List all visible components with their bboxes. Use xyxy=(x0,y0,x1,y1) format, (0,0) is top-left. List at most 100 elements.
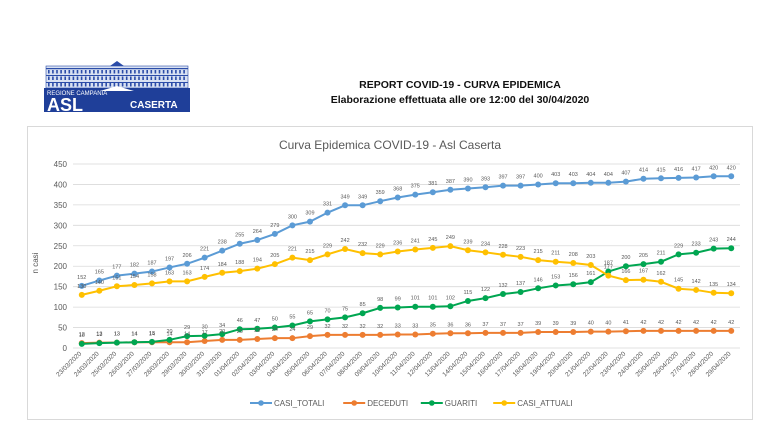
data-point-deceduti xyxy=(377,331,384,338)
data-label-casi_totali: 197 xyxy=(165,256,174,262)
data-point-deceduti xyxy=(500,329,507,336)
y-axis-label: n casi xyxy=(31,252,40,273)
data-label-deceduti: 22 xyxy=(254,328,260,334)
data-label-deceduti: 42 xyxy=(676,320,682,326)
data-point-casi_attuali xyxy=(728,290,735,297)
data-point-casi_attuali xyxy=(78,291,85,298)
data-label-casi_totali: 300 xyxy=(288,214,297,220)
data-label-deceduti: 13 xyxy=(114,332,120,338)
data-label-casi_attuali: 215 xyxy=(305,249,314,255)
y-tick-label: 0 xyxy=(63,344,68,353)
data-label-casi_attuali: 245 xyxy=(428,237,437,243)
data-label-guariti: 20 xyxy=(166,329,172,335)
data-label-casi_attuali: 239 xyxy=(463,239,472,245)
y-tick-label: 150 xyxy=(54,283,68,292)
data-label-guariti: 55 xyxy=(289,315,295,321)
data-label-deceduti: 14 xyxy=(131,331,137,337)
data-label-casi_attuali: 232 xyxy=(358,242,367,248)
data-label-casi_attuali: 134 xyxy=(727,282,736,288)
data-point-casi_attuali xyxy=(113,283,120,290)
data-label-casi_totali: 420 xyxy=(709,165,718,171)
data-point-guariti xyxy=(377,304,384,311)
data-point-casi_totali xyxy=(289,222,296,229)
data-label-casi_attuali: 166 xyxy=(621,269,630,275)
data-label-deceduti: 39 xyxy=(570,321,576,327)
data-label-guariti: 137 xyxy=(516,281,525,287)
data-point-casi_attuali xyxy=(148,280,155,287)
data-label-casi_attuali: 242 xyxy=(340,238,349,244)
data-label-guariti: 187 xyxy=(604,261,613,267)
data-label-casi_totali: 414 xyxy=(639,168,648,174)
data-label-deceduti: 14 xyxy=(149,331,155,337)
data-point-guariti xyxy=(658,258,665,265)
legend-label-casi_attuali: CASI_ATTUALI xyxy=(517,399,572,408)
data-label-deceduti: 42 xyxy=(728,320,734,326)
data-label-casi_attuali: 158 xyxy=(147,272,156,278)
data-label-casi_attuali: 229 xyxy=(376,243,385,249)
data-point-casi_attuali xyxy=(622,277,629,284)
data-point-guariti xyxy=(693,249,700,256)
data-label-guariti: 153 xyxy=(551,274,560,280)
data-point-casi_totali xyxy=(96,277,103,284)
logo-region-text: REGIONE CAMPANIA xyxy=(47,91,107,97)
data-point-casi_totali xyxy=(359,202,366,209)
data-label-casi_attuali: 249 xyxy=(446,235,455,241)
data-point-guariti xyxy=(675,251,682,258)
data-label-deceduti: 29 xyxy=(307,325,313,331)
data-label-guariti: 14 xyxy=(131,331,137,337)
data-label-guariti: 98 xyxy=(377,297,383,303)
data-point-guariti xyxy=(447,303,454,310)
data-label-casi_attuali: 236 xyxy=(393,241,402,247)
data-label-guariti: 101 xyxy=(428,296,437,302)
data-label-casi_totali: 393 xyxy=(481,176,490,182)
data-label-guariti: 156 xyxy=(569,273,578,279)
data-point-casi_attuali xyxy=(201,273,208,280)
data-label-casi_attuali: 188 xyxy=(235,260,244,266)
data-label-guariti: 30 xyxy=(202,325,208,331)
data-label-casi_totali: 407 xyxy=(621,171,630,177)
data-point-casi_totali xyxy=(324,209,331,216)
data-point-deceduti xyxy=(675,327,682,334)
logo-sub: CASERTA xyxy=(130,100,178,111)
data-point-casi_totali xyxy=(552,180,559,187)
data-point-casi_totali xyxy=(640,175,647,182)
data-point-deceduti xyxy=(447,330,454,337)
data-point-casi_totali xyxy=(271,230,278,237)
data-point-guariti xyxy=(359,310,366,317)
data-label-deceduti: 37 xyxy=(518,322,524,328)
data-label-guariti: 243 xyxy=(709,238,718,244)
data-point-guariti xyxy=(429,303,436,310)
data-point-casi_attuali xyxy=(693,286,700,293)
series-line-casi_totali xyxy=(81,175,732,287)
data-label-guariti: 102 xyxy=(446,295,455,301)
data-label-guariti: 244 xyxy=(727,237,736,243)
data-label-guariti: 10 xyxy=(79,333,85,339)
data-point-casi_attuali xyxy=(254,265,261,272)
data-point-guariti xyxy=(236,326,243,333)
data-point-casi_attuali xyxy=(166,278,173,285)
data-point-guariti xyxy=(78,340,85,347)
data-point-guariti xyxy=(306,318,313,325)
data-point-casi_attuali xyxy=(482,249,489,256)
logo-brand: ASL xyxy=(47,95,83,113)
data-point-deceduti xyxy=(394,331,401,338)
data-point-casi_attuali xyxy=(587,261,594,268)
data-label-deceduti: 32 xyxy=(324,324,330,330)
data-label-casi_attuali: 203 xyxy=(586,254,595,260)
data-point-casi_totali xyxy=(517,182,524,189)
data-label-deceduti: 32 xyxy=(360,324,366,330)
data-point-casi_totali xyxy=(429,189,436,196)
data-point-casi_totali xyxy=(675,174,682,181)
data-point-guariti xyxy=(622,263,629,270)
data-point-guariti xyxy=(289,322,296,329)
data-label-guariti: 99 xyxy=(395,297,401,303)
data-point-casi_totali xyxy=(148,268,155,275)
data-point-deceduti xyxy=(219,336,226,343)
legend-marker-guariti xyxy=(429,400,435,406)
legend-marker-deceduti xyxy=(351,400,358,406)
data-label-casi_totali: 279 xyxy=(270,223,279,229)
data-label-deceduti: 33 xyxy=(395,324,401,330)
chart-title: Curva Epidemica COVID-19 - Asl Caserta xyxy=(279,138,501,152)
data-point-casi_attuali xyxy=(236,268,243,275)
y-tick-label: 200 xyxy=(54,262,68,271)
